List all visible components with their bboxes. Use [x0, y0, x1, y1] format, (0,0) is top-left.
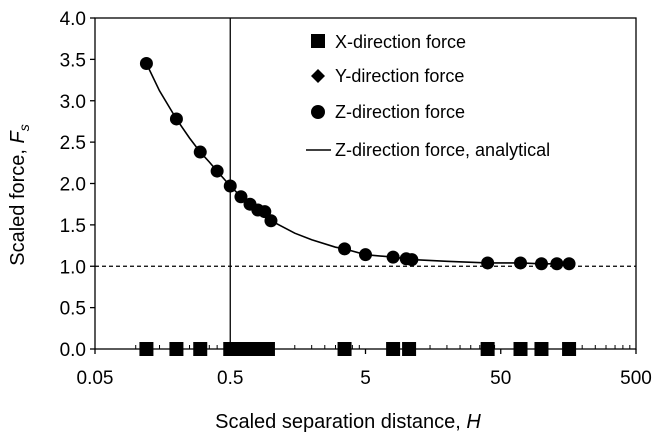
- x-tick-label: 0.05: [77, 368, 114, 389]
- y-tick-label: 2.5: [60, 133, 86, 154]
- legend-entry-y: Y-direction force: [311, 66, 464, 86]
- data-point-diamond: [562, 342, 577, 356]
- y-tick-label: 2.0: [60, 175, 86, 196]
- x-axis-title: Scaled separation distance, H: [215, 411, 481, 433]
- legend-entry-z: Z-direction force: [311, 102, 465, 122]
- legend-label-y: Y-direction force: [335, 66, 464, 86]
- series-3: [139, 57, 576, 271]
- data-point-diamond: [534, 342, 549, 356]
- legend-square-marker: [311, 34, 325, 48]
- y-tick-label: 3.0: [60, 92, 86, 113]
- legend-entry-z-analytical: Z-direction force, analytical: [306, 140, 550, 160]
- data-point-diamond: [480, 342, 495, 356]
- x-axis-title-text: Scaled separation distance,: [215, 411, 466, 433]
- y-axis: 0.0 0.5 1.0 1.5 2.0 2.5 3.0 3.5 4.0: [60, 9, 95, 361]
- y-axis-title: Scaled force, Fs: [7, 124, 32, 266]
- y-tick-label: 4.0: [60, 9, 86, 30]
- data-point-circle: [258, 205, 272, 219]
- series-2: [139, 342, 577, 356]
- series-4: [145, 63, 570, 265]
- y-tick-label: 0.0: [60, 340, 86, 361]
- x-tick-label: 0.5: [217, 368, 243, 389]
- legend-entry-x: X-direction force: [311, 32, 466, 52]
- data-point-diamond: [513, 342, 528, 356]
- y-tick-label: 0.5: [60, 299, 86, 320]
- series-line: [145, 63, 570, 265]
- data-point-diamond: [193, 342, 208, 356]
- y-axis-title-symbol: F: [7, 129, 29, 143]
- data-point-diamond: [402, 342, 417, 356]
- data-point-diamond: [260, 342, 275, 356]
- data-point-diamond: [247, 342, 262, 356]
- data-point-diamond: [169, 342, 184, 356]
- y-tick-label: 3.5: [60, 50, 86, 71]
- x-axis: 0.05 0.5 5 50 500: [77, 345, 652, 389]
- data-point-diamond: [337, 342, 352, 356]
- y-tick-label: 1.5: [60, 216, 86, 237]
- y-axis-title-subscript: s: [16, 124, 32, 131]
- x-axis-title-symbol: H: [466, 411, 481, 433]
- data-point-diamond: [233, 342, 248, 356]
- legend-label-x: X-direction force: [335, 32, 466, 52]
- x-tick-label: 50: [490, 368, 511, 389]
- legend-diamond-marker: [311, 69, 325, 83]
- series-layer: [139, 57, 577, 356]
- data-point-diamond: [139, 342, 154, 356]
- y-axis-title-text: Scaled force,: [7, 143, 29, 265]
- legend-label-z-analytical: Z-direction force, analytical: [335, 140, 550, 160]
- legend-circle-marker: [311, 105, 325, 119]
- data-point-diamond: [386, 342, 401, 356]
- legend: X-direction force Y-direction force Z-di…: [306, 32, 550, 160]
- x-tick-label: 5: [360, 368, 371, 389]
- x-tick-label: 500: [620, 368, 652, 389]
- legend-label-z: Z-direction force: [335, 102, 465, 122]
- y-tick-label: 1.0: [60, 257, 86, 278]
